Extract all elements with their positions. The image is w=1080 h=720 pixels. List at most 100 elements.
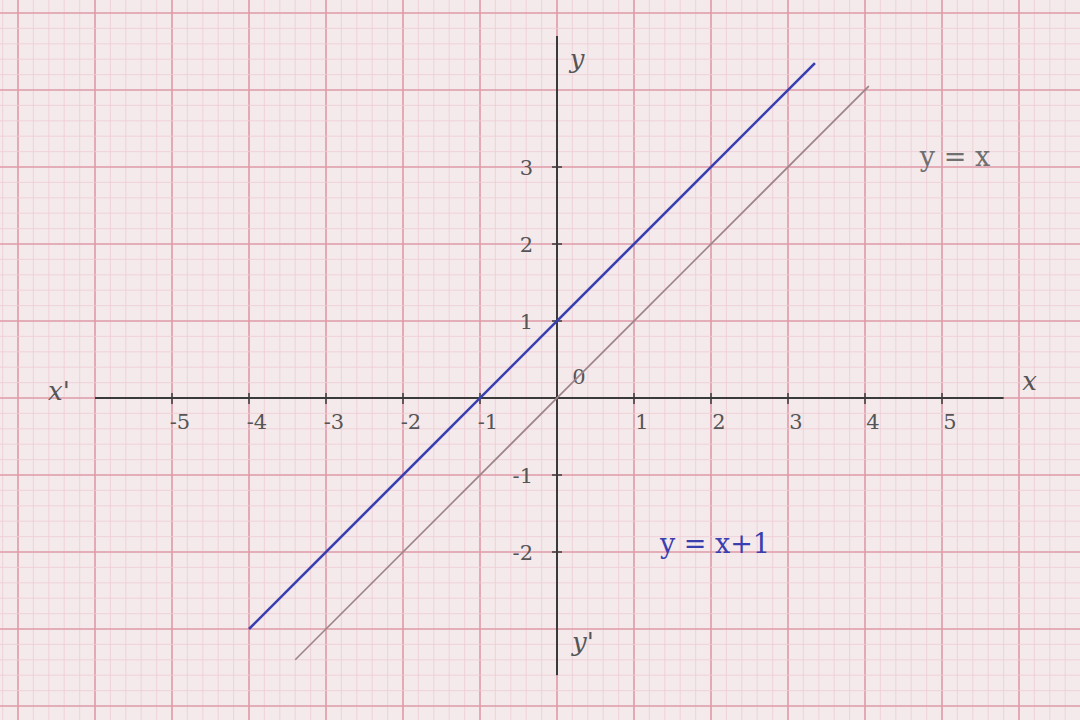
y-tick-label: 2 (520, 233, 533, 257)
paper-major-line (864, 0, 866, 720)
plot-lines (249, 63, 869, 660)
paper-minor-line (0, 182, 1080, 183)
paper-minor-line (110, 0, 111, 720)
paper-major-line (402, 0, 404, 720)
paper-minor-line (0, 259, 1080, 260)
paper-major-line (0, 166, 1080, 168)
y-tick (552, 166, 562, 168)
paper-minor-line (0, 459, 1080, 460)
paper-minor-line (741, 0, 742, 720)
y-tick (552, 243, 562, 245)
graph-paper (0, 0, 1080, 720)
paper-minor-line (341, 0, 342, 720)
paper-minor-line (0, 274, 1080, 275)
paper-major-line (325, 0, 327, 720)
paper-minor-line (618, 0, 619, 720)
paper-minor-line (0, 521, 1080, 522)
paper-minor-line (510, 0, 511, 720)
x-tick (325, 393, 327, 404)
paper-minor-line (1003, 0, 1004, 720)
paper-minor-line (418, 0, 419, 720)
paper-minor-line (818, 0, 819, 720)
series-label: y = x+1 (659, 528, 770, 559)
paper-major-line (248, 0, 250, 720)
paper-minor-line (1065, 0, 1066, 720)
paper-minor-line (1049, 0, 1050, 720)
paper-minor-line (387, 0, 388, 720)
paper-minor-line (0, 598, 1080, 599)
paper-minor-line (0, 444, 1080, 445)
paper-minor-line (803, 0, 804, 720)
series-label: y = x (919, 141, 990, 172)
paper-minor-line (33, 0, 34, 720)
paper-minor-line (603, 0, 604, 720)
paper-minor-line (0, 413, 1080, 414)
paper-minor-line (926, 0, 927, 720)
paper-minor-line (433, 0, 434, 720)
paper-minor-line (664, 0, 665, 720)
paper-minor-line (772, 0, 773, 720)
paper-major-line (171, 0, 173, 720)
x-axis-label: x (1022, 366, 1037, 396)
paper-minor-line (680, 0, 681, 720)
paper-minor-line (372, 0, 373, 720)
paper-minor-line (972, 0, 973, 720)
paper-minor-line (0, 582, 1080, 583)
paper-minor-line (0, 644, 1080, 645)
paper (0, 0, 1080, 720)
y-tick (552, 551, 562, 553)
series-line (295, 86, 869, 660)
x-tick-label: 1 (635, 410, 648, 434)
paper-minor-line (834, 0, 835, 720)
paper-minor-line (0, 613, 1080, 614)
paper-minor-line (0, 136, 1080, 137)
paper-minor-line (64, 0, 65, 720)
x-tick (633, 393, 635, 404)
paper-major-line (710, 0, 712, 720)
paper-minor-line (649, 0, 650, 720)
paper-minor-line (0, 228, 1080, 229)
paper-minor-line (0, 197, 1080, 198)
paper-minor-line (0, 382, 1080, 383)
paper-minor-line (233, 0, 234, 720)
paper-minor-line (0, 43, 1080, 44)
paper-major-line (787, 0, 789, 720)
y-axis (556, 36, 558, 675)
paper-minor-line (0, 690, 1080, 691)
paper-major-line (0, 628, 1080, 630)
paper-minor-line (310, 0, 311, 720)
paper-minor-line (218, 0, 219, 720)
paper-minor-line (695, 0, 696, 720)
paper-minor-line (495, 0, 496, 720)
paper-minor-line (911, 0, 912, 720)
paper-minor-line (957, 0, 958, 720)
paper-major-line (94, 0, 96, 720)
paper-minor-line (0, 305, 1080, 306)
paper-major-line (0, 397, 1080, 399)
paper-minor-line (0, 505, 1080, 506)
paper-minor-line (0, 659, 1080, 660)
x-tick-label: -1 (478, 410, 498, 434)
paper-minor-line (0, 120, 1080, 121)
paper-minor-line (757, 0, 758, 720)
paper-minor-line (526, 0, 527, 720)
paper-minor-line (587, 0, 588, 720)
paper-major-line (1018, 0, 1020, 720)
x-tick (402, 393, 404, 404)
paper-minor-line (2, 0, 3, 720)
paper-major-line (633, 0, 635, 720)
paper-major-line (0, 474, 1080, 476)
paper-major-line (17, 0, 19, 720)
x-tick (710, 393, 712, 404)
paper-major-line (0, 12, 1080, 14)
paper-major-line (556, 0, 558, 720)
x-tick (248, 393, 250, 404)
paper-minor-line (541, 0, 542, 720)
paper-major-line (0, 89, 1080, 91)
paper-major-line (479, 0, 481, 720)
paper-major-line (0, 320, 1080, 322)
paper-minor-line (464, 0, 465, 720)
y-tick-label: 1 (520, 310, 533, 334)
x-tick (787, 393, 789, 404)
x-neg-axis-label: x' (48, 376, 70, 406)
